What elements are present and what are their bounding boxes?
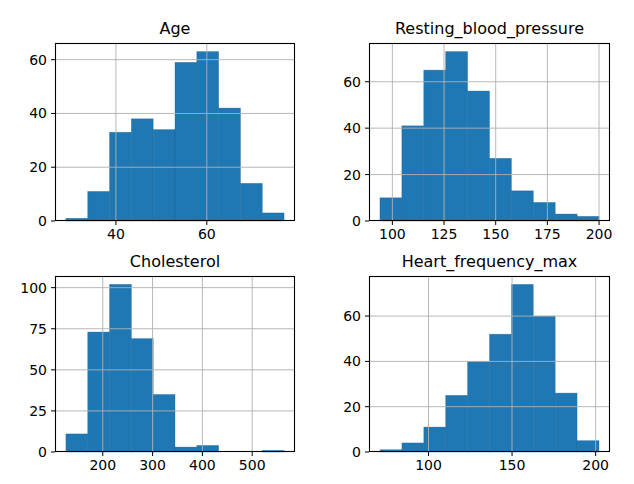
y-tick-label: 0 xyxy=(352,213,361,229)
x-tick-label: 60 xyxy=(198,226,216,242)
y-tick-label: 50 xyxy=(29,362,47,378)
y-tick-label: 0 xyxy=(352,444,361,460)
axes-area-cholesterol: 2003004005000255075100 xyxy=(55,276,295,452)
subplot-resting-blood-pressure: Resting_blood_pressure 10012515017520002… xyxy=(369,43,610,221)
subplot-heart-frequency-max: Heart_frequency_max 1001502000204060 xyxy=(369,276,610,452)
histogram-bar xyxy=(131,119,153,221)
histogram-bar xyxy=(110,132,132,221)
y-tick-label: 25 xyxy=(29,403,47,419)
histogram-bar xyxy=(153,394,175,452)
histogram-bar xyxy=(490,158,512,221)
axes-canvas: 40600204060 xyxy=(55,43,295,221)
x-tick-label: 175 xyxy=(534,226,561,242)
x-tick-label: 125 xyxy=(431,226,458,242)
x-tick-label: 200 xyxy=(89,457,116,473)
histogram-bar xyxy=(446,395,468,452)
x-tick-label: 200 xyxy=(586,226,613,242)
x-tick-label: 200 xyxy=(582,457,609,473)
histogram-bar xyxy=(468,91,490,221)
histogram-bar xyxy=(424,427,446,452)
y-tick-label: 60 xyxy=(343,74,361,90)
y-tick-label: 40 xyxy=(29,105,47,121)
axes-canvas: 1001502000204060 xyxy=(369,276,610,452)
y-tick-label: 20 xyxy=(343,399,361,415)
histogram-bar xyxy=(197,52,219,221)
histogram-bar xyxy=(88,191,110,221)
histogram-bar xyxy=(511,191,533,221)
histogram-bar xyxy=(446,52,468,221)
x-tick-label: 300 xyxy=(139,457,166,473)
histogram-bar xyxy=(555,393,577,452)
histogram-bar xyxy=(490,334,512,452)
histogram-bar xyxy=(402,126,424,221)
histogram-bar xyxy=(533,202,555,221)
histogram-bar xyxy=(511,284,533,452)
histogram-bar xyxy=(175,62,197,221)
y-tick-label: 20 xyxy=(29,159,47,175)
y-tick-label: 100 xyxy=(20,280,47,296)
histogram-bar xyxy=(424,70,446,221)
subplot-title-heart-frequency-max: Heart_frequency_max xyxy=(369,253,610,271)
histogram-bar xyxy=(240,183,262,221)
histogram-bar xyxy=(402,443,424,452)
subplot-cholesterol: Cholesterol 2003004005000255075100 xyxy=(55,276,295,452)
axes-area-heart-frequency-max: 1001502000204060 xyxy=(369,276,610,452)
subplot-age: Age 40600204060 xyxy=(55,43,295,221)
x-tick-label: 150 xyxy=(482,226,509,242)
histogram-bar xyxy=(110,284,132,452)
subplot-title-resting-blood-pressure: Resting_blood_pressure xyxy=(369,20,610,38)
y-tick-label: 75 xyxy=(29,321,47,337)
x-tick-label: 500 xyxy=(239,457,266,473)
histogram-bar xyxy=(153,130,175,221)
histogram-bar xyxy=(66,434,88,452)
axes-canvas: 1001251501752000204060 xyxy=(369,43,610,221)
subplot-title-age: Age xyxy=(55,20,295,38)
histogram-bar xyxy=(219,108,241,221)
y-tick-label: 0 xyxy=(38,213,47,229)
x-tick-label: 400 xyxy=(189,457,216,473)
histogram-figure: Age 40600204060 Resting_blood_pressure 1… xyxy=(0,0,634,484)
axes-area-age: 40600204060 xyxy=(55,43,295,221)
axes-canvas: 2003004005000255075100 xyxy=(55,276,295,452)
axes-area-resting-blood-pressure: 1001251501752000204060 xyxy=(369,43,610,221)
histogram-bar xyxy=(380,198,402,221)
x-tick-label: 100 xyxy=(415,457,442,473)
y-tick-label: 20 xyxy=(343,167,361,183)
histogram-bar xyxy=(88,332,110,452)
histogram-bar xyxy=(533,316,555,452)
y-tick-label: 40 xyxy=(343,353,361,369)
x-tick-label: 150 xyxy=(499,457,526,473)
histogram-bar xyxy=(262,213,284,221)
x-tick-label: 100 xyxy=(379,226,406,242)
subplot-title-cholesterol: Cholesterol xyxy=(55,253,295,271)
y-tick-label: 60 xyxy=(29,52,47,68)
x-tick-label: 40 xyxy=(107,226,125,242)
y-tick-label: 60 xyxy=(343,308,361,324)
histogram-bar xyxy=(131,339,153,452)
y-tick-label: 0 xyxy=(38,444,47,460)
y-tick-label: 40 xyxy=(343,120,361,136)
